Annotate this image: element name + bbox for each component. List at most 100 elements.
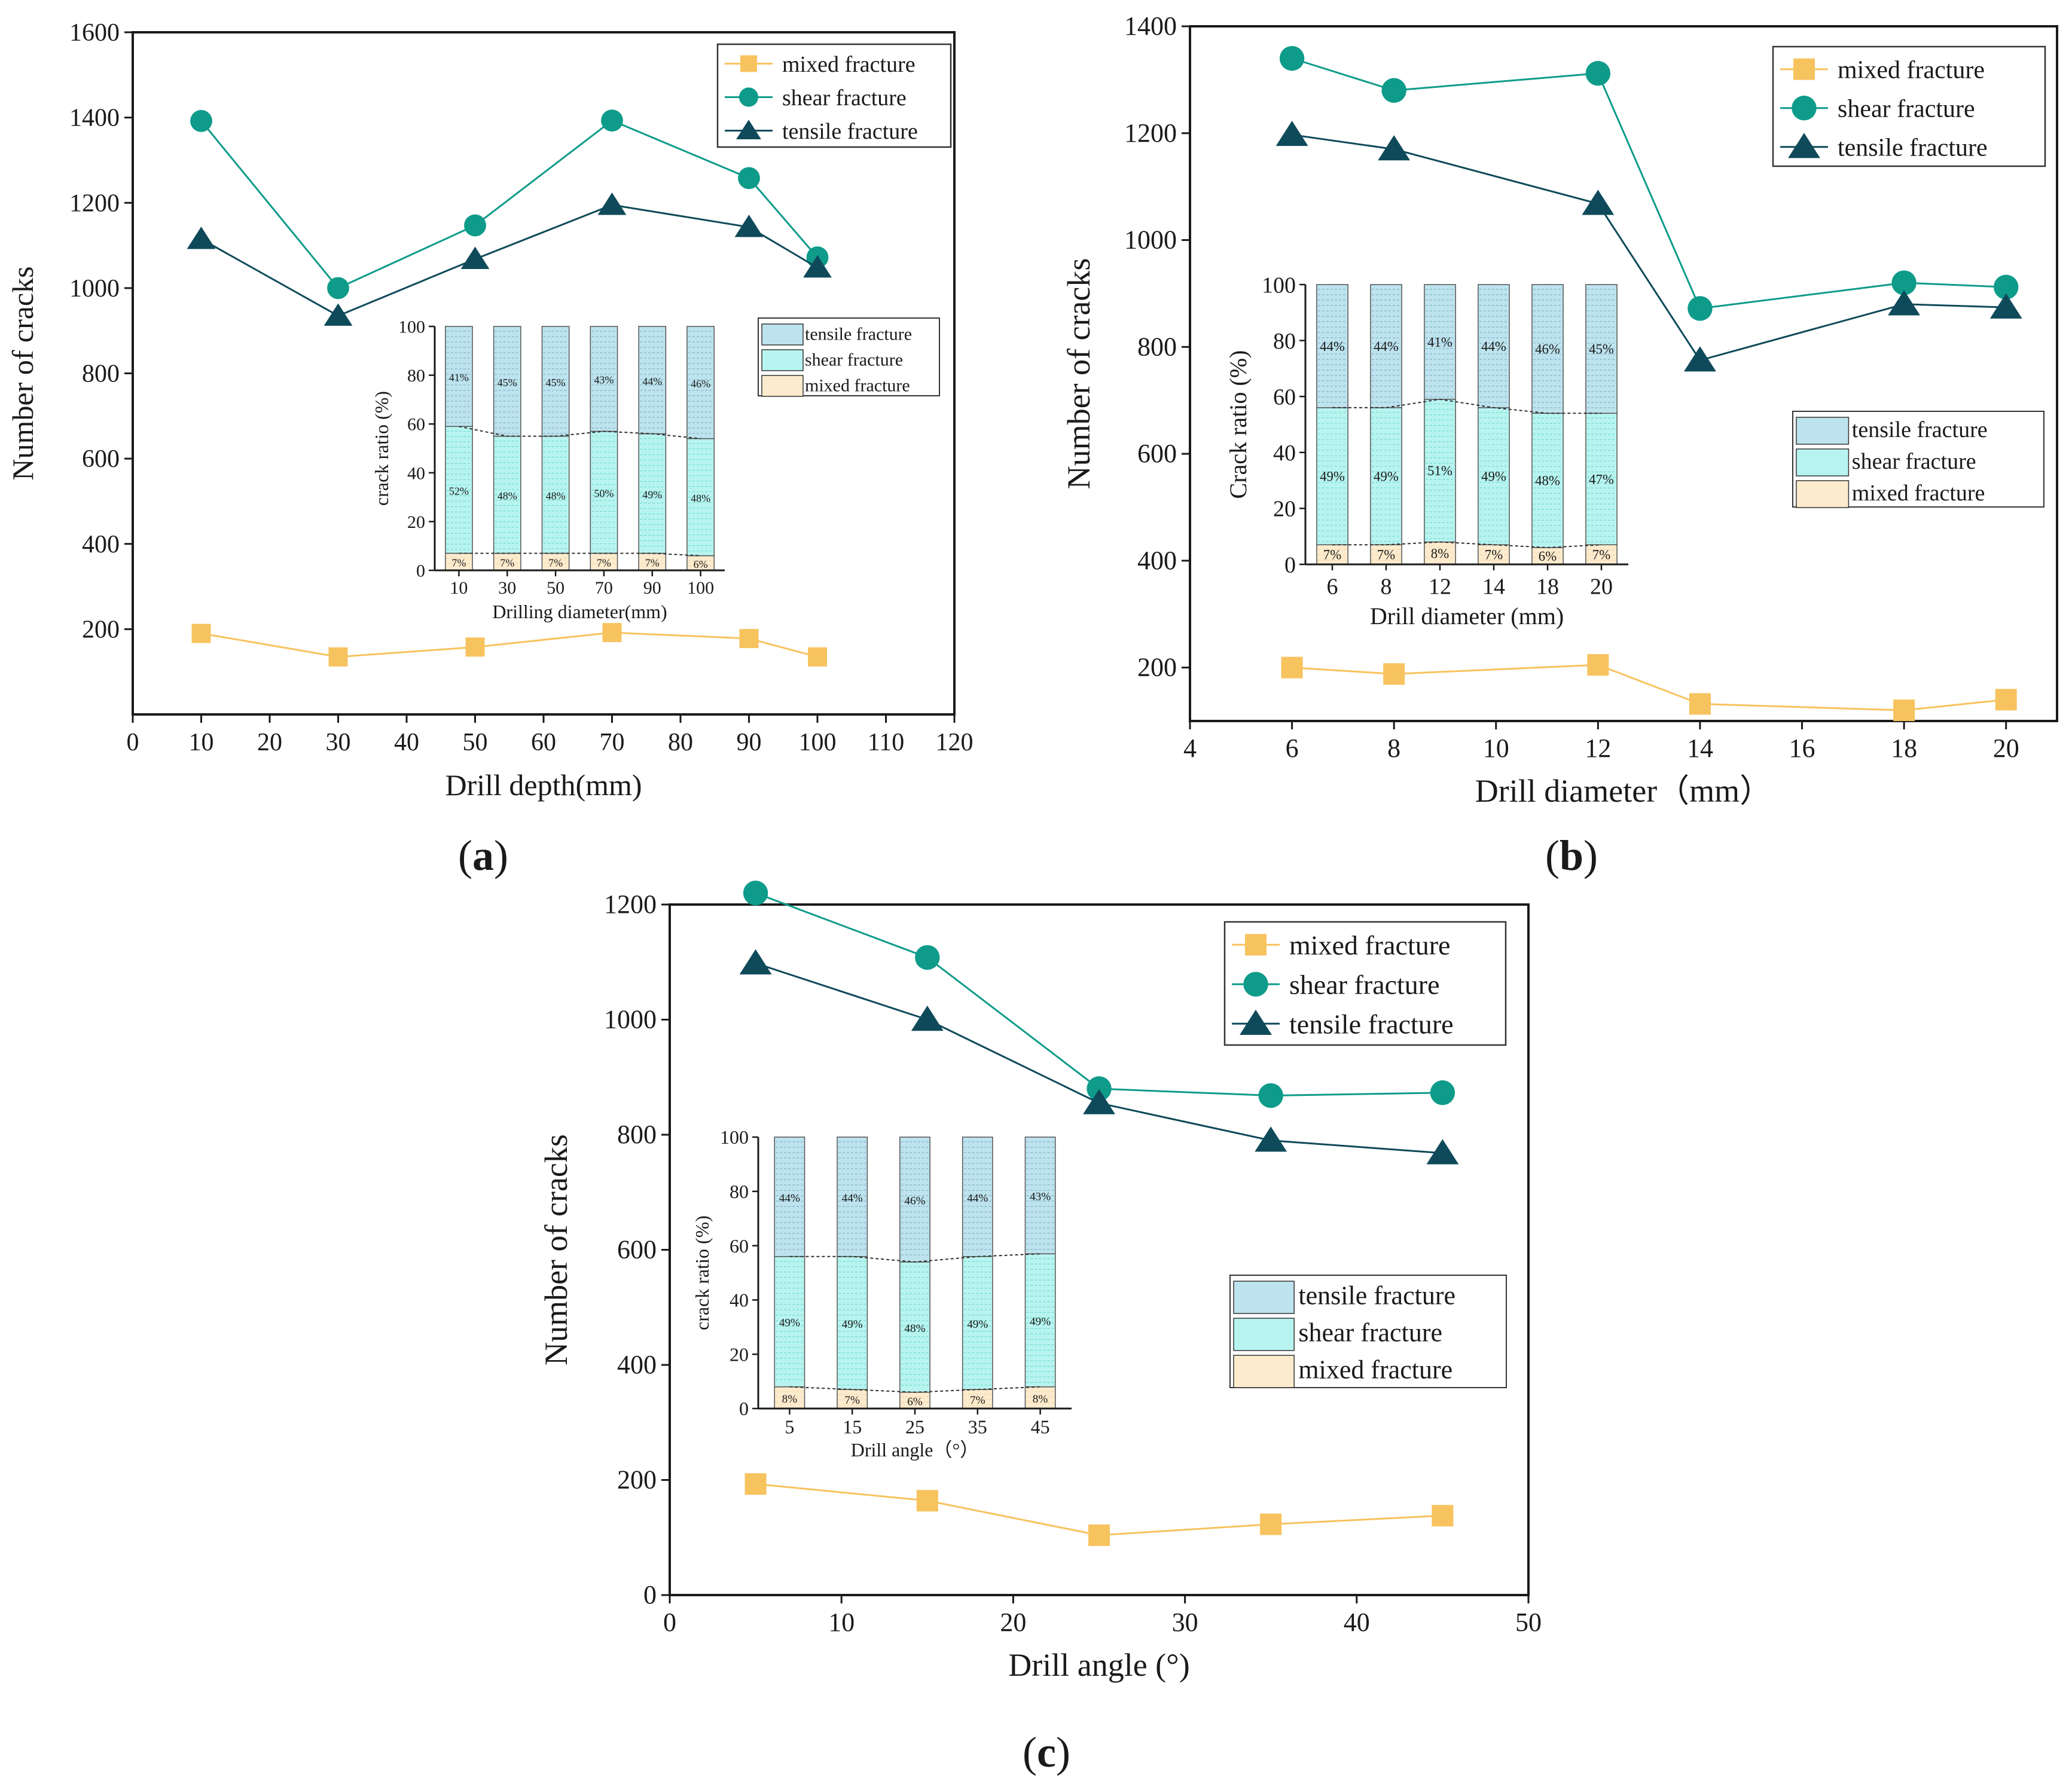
series-point-shear <box>601 109 623 132</box>
x-tick-label: 16 <box>1789 734 1815 763</box>
inset-bar-label: 51% <box>1427 463 1452 478</box>
inset-bar-tensile <box>493 326 521 437</box>
inset-legend-swatch-mixed <box>761 375 804 397</box>
x-axis-label: Drill angle (°) <box>1008 1647 1190 1683</box>
inset-x-tick-label: 90 <box>643 578 661 598</box>
x-tick-label: 10 <box>1483 734 1509 763</box>
inset-bar-label: 44% <box>1481 339 1506 354</box>
inset-bar-shear <box>1424 399 1456 543</box>
inset-y-tick-label: 60 <box>730 1235 749 1257</box>
series-line-tensile <box>200 204 818 317</box>
series-point-tensile <box>803 255 832 278</box>
inset-bar-label: 46% <box>904 1195 925 1207</box>
y-tick-label: 1000 <box>69 275 120 303</box>
inset-bar-label: 7% <box>970 1394 985 1407</box>
inset-bar-label: 49% <box>779 1317 800 1330</box>
inset-bar-label: 44% <box>967 1192 988 1205</box>
inset-legend-swatch-mixed <box>1233 1355 1295 1388</box>
x-tick-label: 12 <box>1585 734 1611 763</box>
inset-bar-shear <box>1531 413 1564 548</box>
series-point-mixed <box>328 647 348 667</box>
inset-y-axis-label: crack ratio (%) <box>691 1215 713 1330</box>
y-tick-label: 400 <box>82 531 120 558</box>
inset-bar-label: 49% <box>1374 469 1399 484</box>
inset-bar-shear <box>1024 1253 1056 1388</box>
inset-legend-swatch-shear <box>1796 448 1850 476</box>
legend-label: mixed fracture <box>1838 56 1985 84</box>
series-point-tensile <box>911 1006 944 1031</box>
series-point-shear <box>1994 274 2019 300</box>
inset-y-tick-label: 80 <box>730 1181 749 1202</box>
inset-x-tick-label: 6 <box>1327 574 1338 599</box>
legend-marker-shear <box>1243 972 1268 997</box>
x-tick-label: 70 <box>600 729 625 756</box>
inset-bar-label: 49% <box>842 1318 863 1331</box>
panel-a: 0 10 20 30 40 50 60 70 80 90 100 110 120200400600800… <box>6 19 974 879</box>
series-point-tensile <box>1378 135 1411 161</box>
series-point-mixed <box>1995 689 2017 711</box>
inset-bar-tensile <box>837 1137 868 1257</box>
inset-bar-label: 48% <box>691 493 710 505</box>
legend-marker-mixed <box>1245 934 1267 956</box>
inset-legend: tensile fracture shear fracture mixed frac… <box>1792 411 2044 508</box>
series-line-shear <box>200 119 819 289</box>
legend-marker-mixed <box>1793 58 1815 80</box>
legend-label: tensile fracture <box>782 119 918 144</box>
series-point-mixed <box>602 623 622 643</box>
series-point-tensile <box>734 215 764 237</box>
inset-bar-mixed <box>899 1392 930 1409</box>
inset-chart: 7% 52% 41% 7% 48% 45% 7% 48% 45% 7% 50% 43% 7% 49% 44%… <box>371 317 725 622</box>
main-series <box>187 109 832 667</box>
inset-x-tick-label: 25 <box>905 1416 924 1438</box>
inset-legend-swatch-mixed <box>1796 480 1850 508</box>
inset-bar-tensile <box>1316 284 1348 408</box>
x-axis-label: Drill depth(mm) <box>445 768 642 802</box>
x-tick-label: 40 <box>1344 1608 1370 1637</box>
inset-boundary-mixed <box>789 1386 1040 1393</box>
inset-bar-label: 7% <box>500 557 514 569</box>
inset-bar-shear <box>1370 407 1402 545</box>
inset-bar-shear <box>1585 413 1618 545</box>
inset-x-axis-label: Drill diameter (mm) <box>1370 603 1564 630</box>
inset-legend-swatch-tensile <box>1796 417 1850 445</box>
series-point-mixed <box>1383 663 1405 685</box>
y-tick-label: 800 <box>617 1120 657 1149</box>
series-line-shear <box>1292 57 2006 310</box>
x-tick-label: 14 <box>1687 734 1713 763</box>
inset-bar-label: 7% <box>597 557 611 569</box>
inset-x-tick-label: 30 <box>498 578 516 598</box>
series-point-tensile <box>1426 1139 1459 1165</box>
inset-chart: 7% 49% 44% 7% 49% 44% 8% 51% 41% 7% 49% 44% 6% 48% 46%… <box>1225 273 1628 630</box>
inset-y-tick-label: 40 <box>1273 441 1296 466</box>
inset-legend-swatch-shear <box>1233 1318 1295 1351</box>
x-tick-label: 60 <box>531 729 556 756</box>
inset-boundary-mixed <box>1332 541 1602 548</box>
inset-bar-mixed <box>1024 1386 1056 1409</box>
y-tick-label: 200 <box>82 616 120 643</box>
series-point-tensile <box>460 246 490 270</box>
legend: mixed fracture shear fracture tensile frac… <box>1223 921 1507 1046</box>
inset-bar-tensile <box>1370 284 1402 408</box>
x-tick-label: 6 <box>1286 734 1299 763</box>
inset-x-tick-label: 12 <box>1429 574 1451 599</box>
plot-frame <box>1189 25 2058 722</box>
panel-label: (a) <box>458 832 508 879</box>
series-point-tensile <box>1989 293 2022 319</box>
series-point-shear <box>915 945 940 970</box>
inset-legend-label: mixed fracture <box>1852 481 1985 506</box>
series-point-mixed <box>808 647 827 667</box>
series-point-tensile <box>1888 290 1921 316</box>
inset-legend-label: mixed fracture <box>1298 1355 1452 1384</box>
series-point-shear <box>327 277 349 300</box>
inset-y-tick-label: 0 <box>416 561 425 581</box>
inset-bar-label: 49% <box>1030 1315 1051 1328</box>
x-tick-label: 0 <box>663 1608 676 1637</box>
inset-bar-mixed <box>1531 547 1564 565</box>
series-point-mixed <box>465 637 485 657</box>
series-point-mixed <box>744 1473 767 1495</box>
x-tick-label: 4 <box>1183 734 1197 763</box>
inset-bar-mixed <box>1585 544 1618 565</box>
inset-bar-label: 44% <box>1374 339 1399 354</box>
inset-bar-label: 6% <box>1539 549 1557 564</box>
inset-bar-label: 44% <box>842 1192 863 1205</box>
